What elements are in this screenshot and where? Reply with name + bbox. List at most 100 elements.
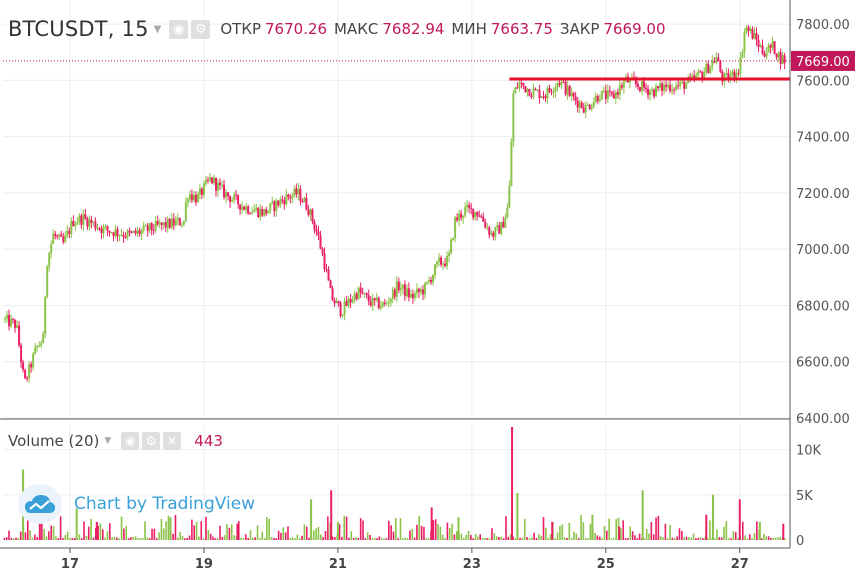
eye-icon[interactable]: ◉ xyxy=(169,19,189,39)
candle-body xyxy=(671,89,674,92)
volume-bar xyxy=(683,537,685,540)
volume-bar xyxy=(10,537,13,540)
close-icon[interactable]: ✕ xyxy=(163,432,182,450)
volume-bar xyxy=(352,537,355,540)
volume-bar xyxy=(622,520,625,540)
candle-body xyxy=(693,75,696,79)
candle-body xyxy=(182,221,185,225)
candle-body xyxy=(160,222,163,225)
volume-bar xyxy=(111,537,113,540)
volume-bar xyxy=(655,517,657,540)
x-tick-label: 17 xyxy=(61,557,79,572)
volume-bar xyxy=(418,515,421,540)
volume-bar xyxy=(507,536,510,540)
candle-body xyxy=(164,222,167,228)
volume-bar xyxy=(535,537,538,540)
candle-body xyxy=(299,188,302,202)
volume-bar xyxy=(331,536,334,540)
volume-bar xyxy=(484,537,486,540)
volume-title[interactable]: Volume (20) xyxy=(8,432,100,450)
volume-bar xyxy=(624,538,627,540)
candle-body xyxy=(20,345,23,363)
candle-body xyxy=(432,275,435,283)
volume-y-tick-label: 5K xyxy=(796,489,813,504)
candle-body xyxy=(452,237,455,240)
candle-body xyxy=(46,266,49,297)
candle-body xyxy=(713,61,716,63)
candle-body xyxy=(434,264,437,276)
candle-body xyxy=(223,184,226,198)
volume-bar xyxy=(765,536,768,540)
candle-body xyxy=(775,53,778,58)
volume-bar xyxy=(373,538,376,540)
candle-body xyxy=(50,243,53,254)
volume-bar xyxy=(474,534,477,540)
candle-body xyxy=(355,293,358,299)
y-tick-label: 7400.00 xyxy=(796,131,850,146)
candle-body xyxy=(359,287,362,293)
candle-body xyxy=(528,88,531,97)
volume-bar xyxy=(559,525,561,540)
candle-body xyxy=(297,188,300,195)
volume-bar xyxy=(312,530,315,540)
candle-body xyxy=(100,228,103,234)
candle-body xyxy=(415,288,418,294)
candle-body xyxy=(188,194,191,199)
candle-body xyxy=(401,284,404,289)
candle-body xyxy=(156,221,159,225)
candle-body xyxy=(691,75,694,78)
volume-bar xyxy=(385,538,388,540)
volume-bar xyxy=(441,534,444,540)
grid xyxy=(3,0,790,546)
volume-bar xyxy=(678,528,681,540)
candle-body xyxy=(580,102,583,108)
volume-bar xyxy=(350,531,353,540)
volume-bar xyxy=(584,538,587,540)
tradingview-watermark[interactable]: Chart by TradingView xyxy=(18,484,255,524)
candle-body xyxy=(739,57,742,74)
volume-bar xyxy=(216,537,219,540)
volume-bar xyxy=(676,536,678,540)
candle-body xyxy=(409,293,412,298)
gear-icon[interactable]: ⚙ xyxy=(191,19,211,39)
candle-body xyxy=(98,228,101,230)
volume-bar xyxy=(223,535,226,540)
volume-bar xyxy=(772,537,775,540)
candle-body xyxy=(685,83,688,89)
volume-bar xyxy=(463,537,465,540)
candle-body xyxy=(405,288,408,297)
candle-body xyxy=(618,85,621,95)
volume-bar xyxy=(29,530,31,540)
volume-bar xyxy=(305,526,308,540)
chevron-down-icon[interactable]: ▼ xyxy=(153,23,162,35)
volume-bar xyxy=(19,531,22,540)
volume-bar xyxy=(514,538,517,540)
candle-body xyxy=(695,74,698,79)
candle-body xyxy=(58,234,61,237)
volume-bar xyxy=(404,537,407,540)
chevron-down-icon[interactable]: ▼ xyxy=(104,436,112,446)
candle-body xyxy=(446,256,449,267)
volume-bar xyxy=(777,537,779,540)
high-label: МАКС xyxy=(334,20,379,38)
candle-body xyxy=(464,207,467,216)
candle-body xyxy=(90,219,93,223)
symbol-title[interactable]: BTCUSDT, 15 xyxy=(8,17,149,41)
volume-bar xyxy=(50,525,53,540)
candle-body xyxy=(771,41,774,48)
gear-icon[interactable]: ⚙ xyxy=(142,432,161,450)
volume-bar xyxy=(109,523,111,540)
volume-bar xyxy=(706,538,709,540)
volume-bar xyxy=(589,523,592,540)
candle-body xyxy=(538,89,541,98)
candle-body xyxy=(482,216,485,222)
eye-icon[interactable]: ◉ xyxy=(121,432,140,450)
volume-bar xyxy=(730,538,732,540)
candle-body xyxy=(638,87,641,92)
volume-bar xyxy=(34,534,36,540)
candle-body xyxy=(502,222,505,228)
volume-bar xyxy=(399,518,402,540)
candle-body xyxy=(594,95,597,103)
